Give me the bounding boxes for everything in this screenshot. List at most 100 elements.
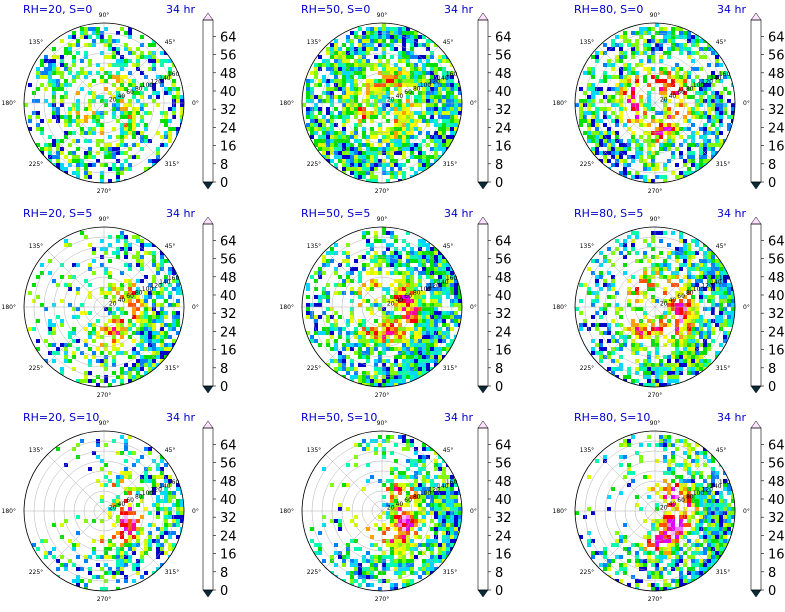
field-cell <box>442 119 446 123</box>
field-cell <box>394 47 398 51</box>
field-cell <box>454 279 458 283</box>
field-cell <box>76 163 80 167</box>
field-cell <box>659 131 663 135</box>
field-cell <box>112 283 116 287</box>
field-cell <box>390 147 394 151</box>
radial-label: 100 <box>142 82 154 89</box>
field-cell <box>442 259 446 263</box>
field-cell <box>112 363 116 367</box>
field-cell <box>72 447 76 451</box>
field-cell <box>719 131 723 135</box>
field-cell <box>667 35 671 39</box>
field-cell <box>695 283 699 287</box>
field-cell <box>715 139 719 143</box>
field-cell <box>334 75 338 79</box>
field-cell <box>116 339 120 343</box>
field-cell <box>168 127 172 131</box>
field-cell <box>136 123 140 127</box>
field-cell <box>695 351 699 355</box>
field-cell <box>386 59 390 63</box>
field-cell <box>647 179 651 183</box>
field-cell <box>140 71 144 75</box>
angle-label: 315° <box>443 365 457 372</box>
field-cell <box>410 127 414 131</box>
field-cell <box>310 119 314 123</box>
field-cell <box>76 119 80 123</box>
field-cell <box>410 35 414 39</box>
field-cell <box>615 119 619 123</box>
field-cell <box>675 355 679 359</box>
field-cell <box>711 319 715 323</box>
field-cell <box>635 235 639 239</box>
field-cell <box>108 543 112 547</box>
field-cell <box>358 323 362 327</box>
radial-label: 120 <box>428 78 440 85</box>
field-cell <box>148 139 152 143</box>
field-cell <box>430 115 434 119</box>
field-cell <box>358 287 362 291</box>
field-cell <box>679 143 683 147</box>
field-cell <box>128 247 132 251</box>
field-cell <box>635 107 639 111</box>
radial-label: 20 <box>387 96 395 103</box>
field-cell <box>100 483 104 487</box>
field-cell <box>611 295 615 299</box>
field-cell <box>595 91 599 95</box>
field-cell <box>362 375 366 379</box>
field-cell <box>56 155 60 159</box>
field-cell <box>707 347 711 351</box>
field-cell <box>723 283 727 287</box>
field-cell <box>116 143 120 147</box>
field-cell <box>727 299 731 303</box>
field-cell <box>168 347 172 351</box>
radial-label: 40 <box>396 93 404 100</box>
field-cell <box>659 383 663 387</box>
field-cell <box>112 47 116 51</box>
field-cell <box>124 87 128 91</box>
field-cell <box>92 271 96 275</box>
field-cell <box>438 67 442 71</box>
field-cell <box>128 335 132 339</box>
field-cell <box>318 55 322 59</box>
field-cell <box>80 231 84 235</box>
field-cell <box>322 311 326 315</box>
field-cell <box>136 291 140 295</box>
field-cell <box>442 323 446 327</box>
field-cell <box>374 67 378 71</box>
field-cell <box>663 179 667 183</box>
field-cell <box>342 99 346 103</box>
angle-label: 225° <box>580 161 594 168</box>
field-cell <box>160 135 164 139</box>
field-cell <box>667 307 671 311</box>
field-cell <box>56 163 60 167</box>
field-cell <box>398 367 402 371</box>
grid-spoke <box>598 250 656 308</box>
field-cell <box>711 83 715 87</box>
field-cell <box>116 103 120 107</box>
field-cell <box>603 323 607 327</box>
field-cell <box>168 483 172 487</box>
field-cell <box>104 251 108 255</box>
field-cell <box>346 59 350 63</box>
field-cell <box>711 91 715 95</box>
field-cell <box>418 119 422 123</box>
field-cell <box>651 155 655 159</box>
field-cell <box>410 363 414 367</box>
field-cell <box>667 303 671 307</box>
field-cell <box>366 375 370 379</box>
field-cell <box>615 59 619 63</box>
field-cell <box>591 55 595 59</box>
field-cell <box>454 303 458 307</box>
field-cell <box>442 67 446 71</box>
field-cell <box>426 327 430 331</box>
field-cell <box>56 143 60 147</box>
radial-label: 160 <box>168 71 180 78</box>
field-cell <box>414 99 418 103</box>
field-cell <box>354 335 358 339</box>
field-cell <box>322 79 326 83</box>
field-cell <box>643 331 647 335</box>
field-cell <box>438 355 442 359</box>
field-cell <box>446 83 450 87</box>
field-cell <box>152 167 156 171</box>
field-cell <box>398 103 402 107</box>
